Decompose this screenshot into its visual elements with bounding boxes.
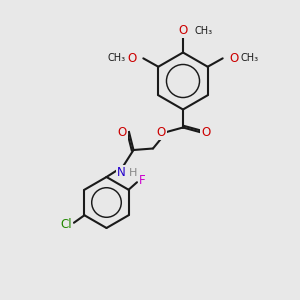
Text: O: O — [157, 125, 166, 139]
Text: O: O — [128, 52, 137, 65]
Text: CH₃: CH₃ — [107, 53, 125, 63]
Text: H: H — [129, 167, 138, 178]
Text: O: O — [178, 24, 188, 37]
Text: F: F — [139, 174, 146, 187]
Text: CH₃: CH₃ — [194, 26, 212, 36]
Text: O: O — [202, 125, 211, 139]
Text: N: N — [117, 166, 126, 179]
Text: O: O — [229, 52, 239, 65]
Text: Cl: Cl — [61, 218, 72, 231]
Text: CH₃: CH₃ — [241, 53, 259, 63]
Text: O: O — [118, 125, 127, 139]
